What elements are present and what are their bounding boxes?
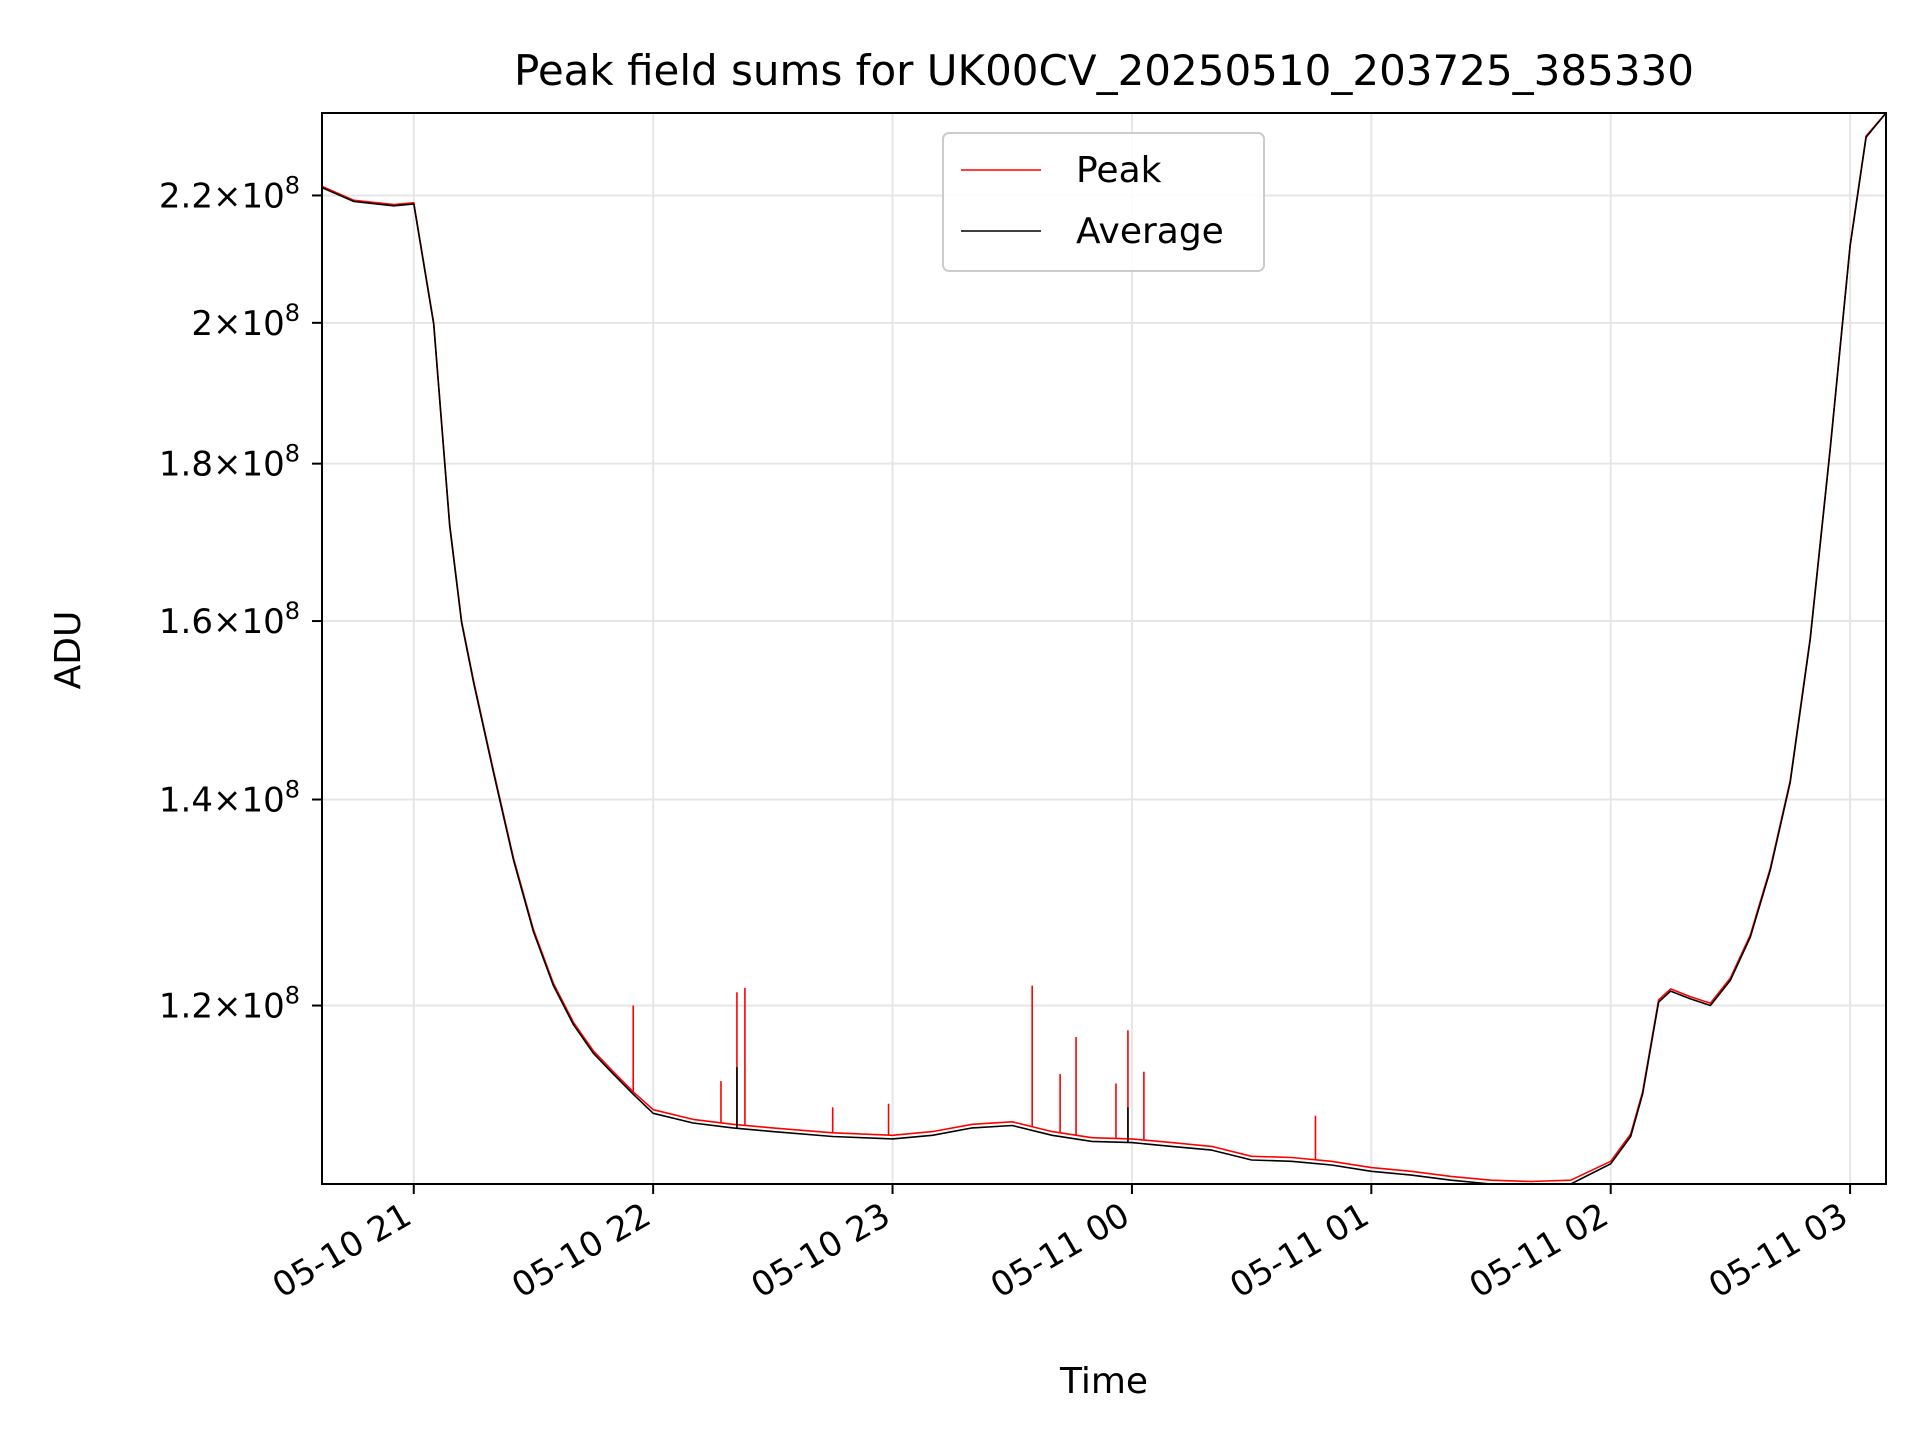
y-tick-label: 1.4×108 (159, 776, 300, 821)
y-tick-label: 1.6×108 (159, 597, 300, 642)
y-tick-label: 2.2×108 (159, 171, 300, 216)
x-axis-label: Time (1059, 1361, 1148, 1402)
chart-title: Peak field sums for UK00CV_20250510_2037… (514, 46, 1694, 95)
y-axis-label: ADU (48, 611, 89, 690)
y-tick-label: 2×108 (191, 299, 300, 344)
legend: Peak Average (943, 133, 1264, 271)
legend-label-average: Average (1076, 211, 1224, 252)
legend-label-peak: Peak (1076, 150, 1162, 191)
y-tick-label: 1.2×108 (159, 982, 300, 1027)
y-tick-label: 1.8×108 (159, 440, 300, 485)
